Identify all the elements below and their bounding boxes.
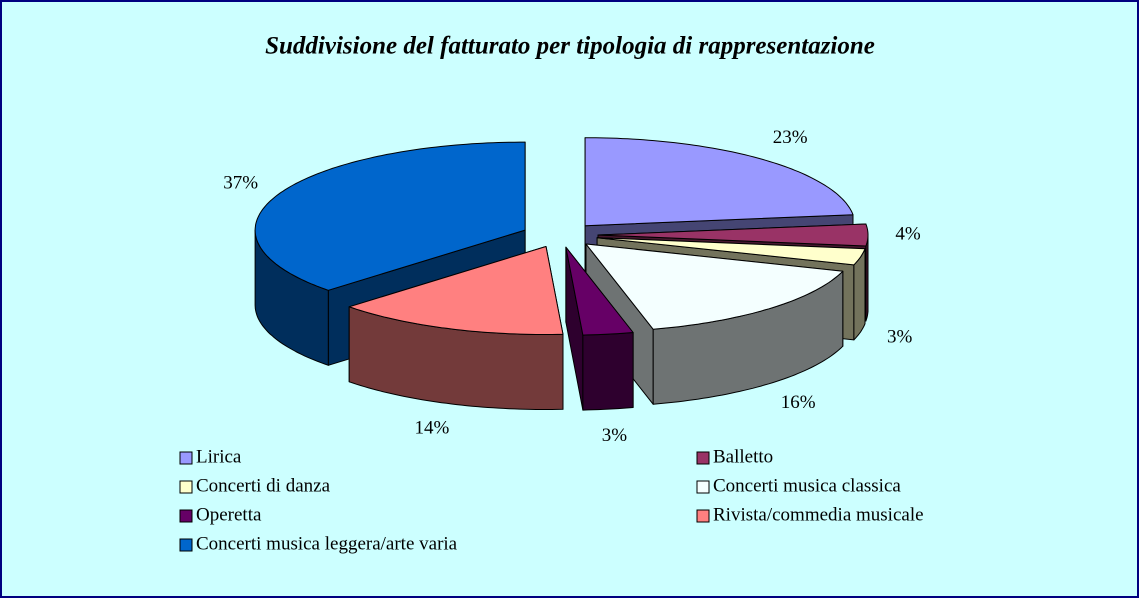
slice-top	[585, 243, 844, 330]
data-label: 23%	[773, 127, 808, 148]
slice-top	[565, 246, 634, 336]
legend-label: Lirica	[196, 446, 242, 467]
legend-swatch	[696, 480, 710, 494]
pie-slice	[348, 246, 564, 410]
legend-label: Concerti musica classica	[713, 475, 901, 496]
slice-top	[597, 223, 869, 247]
data-label: 14%	[414, 418, 449, 439]
data-label: 37%	[223, 172, 258, 193]
pie-slice	[565, 246, 634, 411]
legend-label: Operetta	[196, 504, 262, 525]
chart-title: Suddivisione del fatturato per tipologia…	[265, 33, 875, 60]
data-label: 4%	[895, 223, 921, 244]
legend-swatch	[179, 538, 193, 552]
slice-top	[254, 141, 526, 291]
legend-label: Concerti musica leggera/arte varia	[196, 533, 458, 554]
data-label: 3%	[602, 425, 628, 446]
slice-top	[348, 246, 564, 335]
slice-top	[596, 237, 866, 266]
data-label: 3%	[887, 326, 913, 347]
slice-top	[584, 137, 854, 227]
legend-label: Rivista/commedia musicale	[713, 504, 924, 525]
legend-swatch	[696, 509, 710, 523]
data-label: 16%	[781, 392, 816, 413]
slice-wall	[865, 234, 869, 322]
legend-swatch	[179, 480, 193, 494]
legend-swatch	[179, 451, 193, 465]
legend-label: Balletto	[713, 446, 773, 467]
slice-wall	[582, 332, 634, 411]
legend-swatch	[696, 451, 710, 465]
legend-label: Concerti di danza	[196, 475, 331, 496]
legend-swatch	[179, 509, 193, 523]
